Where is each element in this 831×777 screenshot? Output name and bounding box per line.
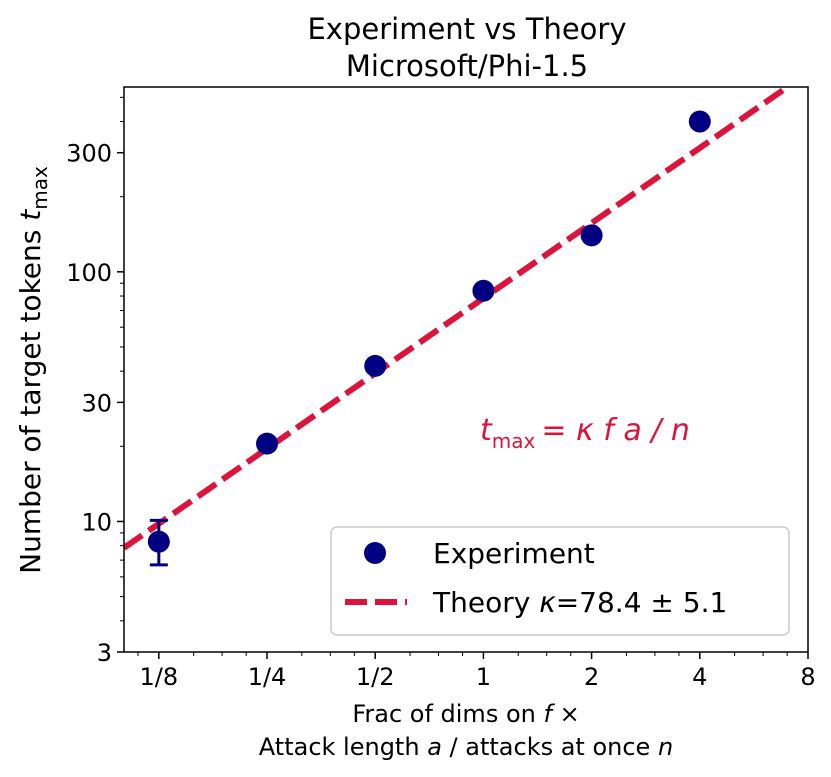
experiment-point-3 (472, 279, 495, 302)
y-tick-label-4: 300 (66, 140, 112, 168)
y-tick-label-0: 3 (97, 639, 112, 667)
experiment-point-5 (688, 110, 711, 133)
x-tick-label-0: 1/8 (140, 663, 179, 691)
annotation-formula: = κ f a / n (541, 413, 690, 448)
x-tick-label-2: 1/2 (356, 663, 395, 691)
y-tick-label-1: 10 (81, 508, 112, 536)
x-tick-label-1: 1/4 (248, 663, 287, 691)
legend-theory-prefix: Theory (432, 586, 530, 619)
axis-ticks: 1/8 1/4 1/2 1 2 4 8 3 10 30 100 300 (66, 96, 816, 691)
legend-theory-var: κ (539, 586, 556, 619)
x-tick-label-4: 2 (584, 663, 599, 691)
experiment-point-0 (147, 530, 170, 553)
chart-title: Experiment vs Theory (307, 12, 626, 46)
chart-subtitle: Microsoft/Phi-1.5 (346, 49, 588, 83)
x-tick-label-6: 8 (800, 663, 815, 691)
x-axis-label-line1: Frac of dims on f × (352, 700, 579, 728)
x-tick-label-5: 4 (692, 663, 707, 691)
formula-annotation: tmax = κ f a / n (480, 413, 690, 453)
legend-label-experiment: Experiment (433, 537, 595, 570)
experiment-point-1 (256, 432, 279, 455)
theory-line (122, 84, 790, 551)
experiment-point-2 (364, 354, 387, 377)
y-tick-label-3: 100 (66, 259, 112, 287)
legend-label-theory: Theory κ=78.4 ± 5.1 (432, 586, 727, 619)
theory-series (122, 84, 790, 551)
legend-box (330, 526, 790, 636)
y-axis-label: Number of target tokens tmax (14, 166, 52, 574)
x-tick-label-3: 1 (476, 663, 491, 691)
experiment-point-4 (580, 224, 603, 247)
legend-marker-experiment (364, 542, 386, 564)
x-axis-label-line2: Attack length a / attacks at once n (259, 733, 673, 761)
annotation-var: t (480, 413, 493, 448)
annotation-sub: max (492, 429, 536, 453)
y-tick-label-2: 30 (81, 389, 112, 417)
plot-frame (123, 86, 809, 653)
legend-theory-value: =78.4 ± 5.1 (556, 586, 728, 619)
experiment-series (147, 110, 711, 567)
legend: Experiment Theory κ=78.4 ± 5.1 (330, 526, 790, 636)
